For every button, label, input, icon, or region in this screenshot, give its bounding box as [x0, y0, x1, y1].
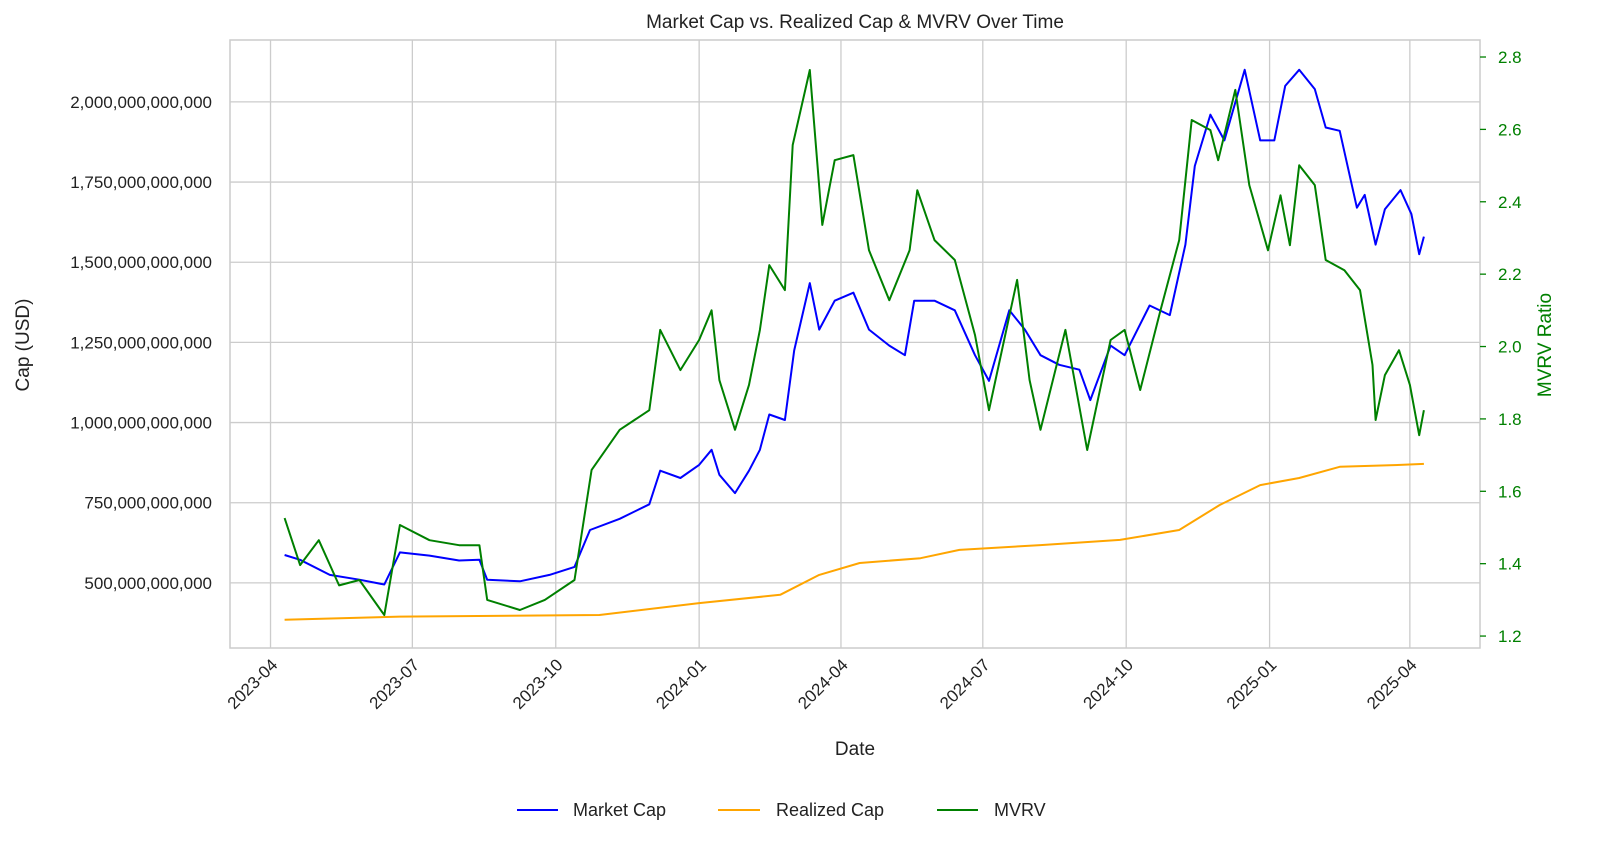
left-tick-label: 750,000,000,000 — [84, 494, 212, 513]
legend: Market Cap Realized Cap MVRV — [517, 800, 1046, 820]
right-tick-label: 1.2 — [1498, 627, 1522, 646]
left-tick-label: 1,500,000,000,000 — [70, 253, 212, 272]
chart-title: Market Cap vs. Realized Cap & MVRV Over … — [646, 12, 1064, 33]
right-tick-label: 2.8 — [1498, 48, 1522, 67]
left-tick-label: 1,250,000,000,000 — [70, 333, 212, 352]
right-tick-label: 1.4 — [1498, 555, 1522, 574]
right-tick-label: 2.4 — [1498, 193, 1522, 212]
x-tick-label: 2024-01 — [652, 655, 710, 713]
x-tick-label: 2025-04 — [1363, 655, 1421, 713]
x-tick-label: 2024-07 — [936, 655, 994, 713]
series-lines — [283, 68, 1425, 621]
grid — [230, 40, 1480, 648]
left-tick-label: 1,000,000,000,000 — [70, 414, 212, 433]
series-line-mvrv — [283, 69, 1425, 617]
right-tick-label: 2.6 — [1498, 120, 1522, 139]
x-tick-label: 2023-07 — [366, 655, 424, 713]
right-tick-label: 1.8 — [1498, 410, 1522, 429]
left-axis-label: Cap (USD) — [13, 299, 34, 392]
x-tick-label: 2024-04 — [794, 655, 852, 713]
plot-frame — [229, 39, 1481, 649]
legend-label-realized-cap: Realized Cap — [776, 800, 884, 820]
legend-label-mvrv: MVRV — [994, 800, 1046, 820]
right-tick-label: 2.2 — [1498, 265, 1522, 284]
x-axis-label: Date — [835, 739, 875, 760]
legend-label-market-cap: Market Cap — [573, 800, 666, 820]
right-axis-label: MVRV Ratio — [1535, 293, 1556, 397]
right-tick-label: 1.6 — [1498, 482, 1522, 501]
x-tick-label: 2025-01 — [1223, 655, 1281, 713]
right-tick-label: 2.0 — [1498, 338, 1522, 357]
left-tick-label: 1,750,000,000,000 — [70, 173, 212, 192]
x-tick-label: 2024-10 — [1079, 655, 1137, 713]
series-line-realized-cap — [284, 462, 1424, 621]
right-axis-ticks: 1.2 1.4 1.6 1.8 2.0 2.2 2.4 2.6 2.8 — [1480, 48, 1522, 646]
left-tick-label: 500,000,000,000 — [84, 574, 212, 593]
x-tick-label: 2023-04 — [224, 655, 282, 713]
series-line-market-cap — [284, 68, 1425, 586]
left-tick-label: 2,000,000,000,000 — [70, 93, 212, 112]
x-tick-label: 2023-10 — [509, 655, 567, 713]
x-axis-ticks: 2023-04 2023-07 2023-10 2024-01 2024-04 2024-… — [224, 655, 1421, 713]
left-axis-ticks: 500,000,000,000 750,000,000,000 1,000,000,… — [70, 93, 212, 593]
